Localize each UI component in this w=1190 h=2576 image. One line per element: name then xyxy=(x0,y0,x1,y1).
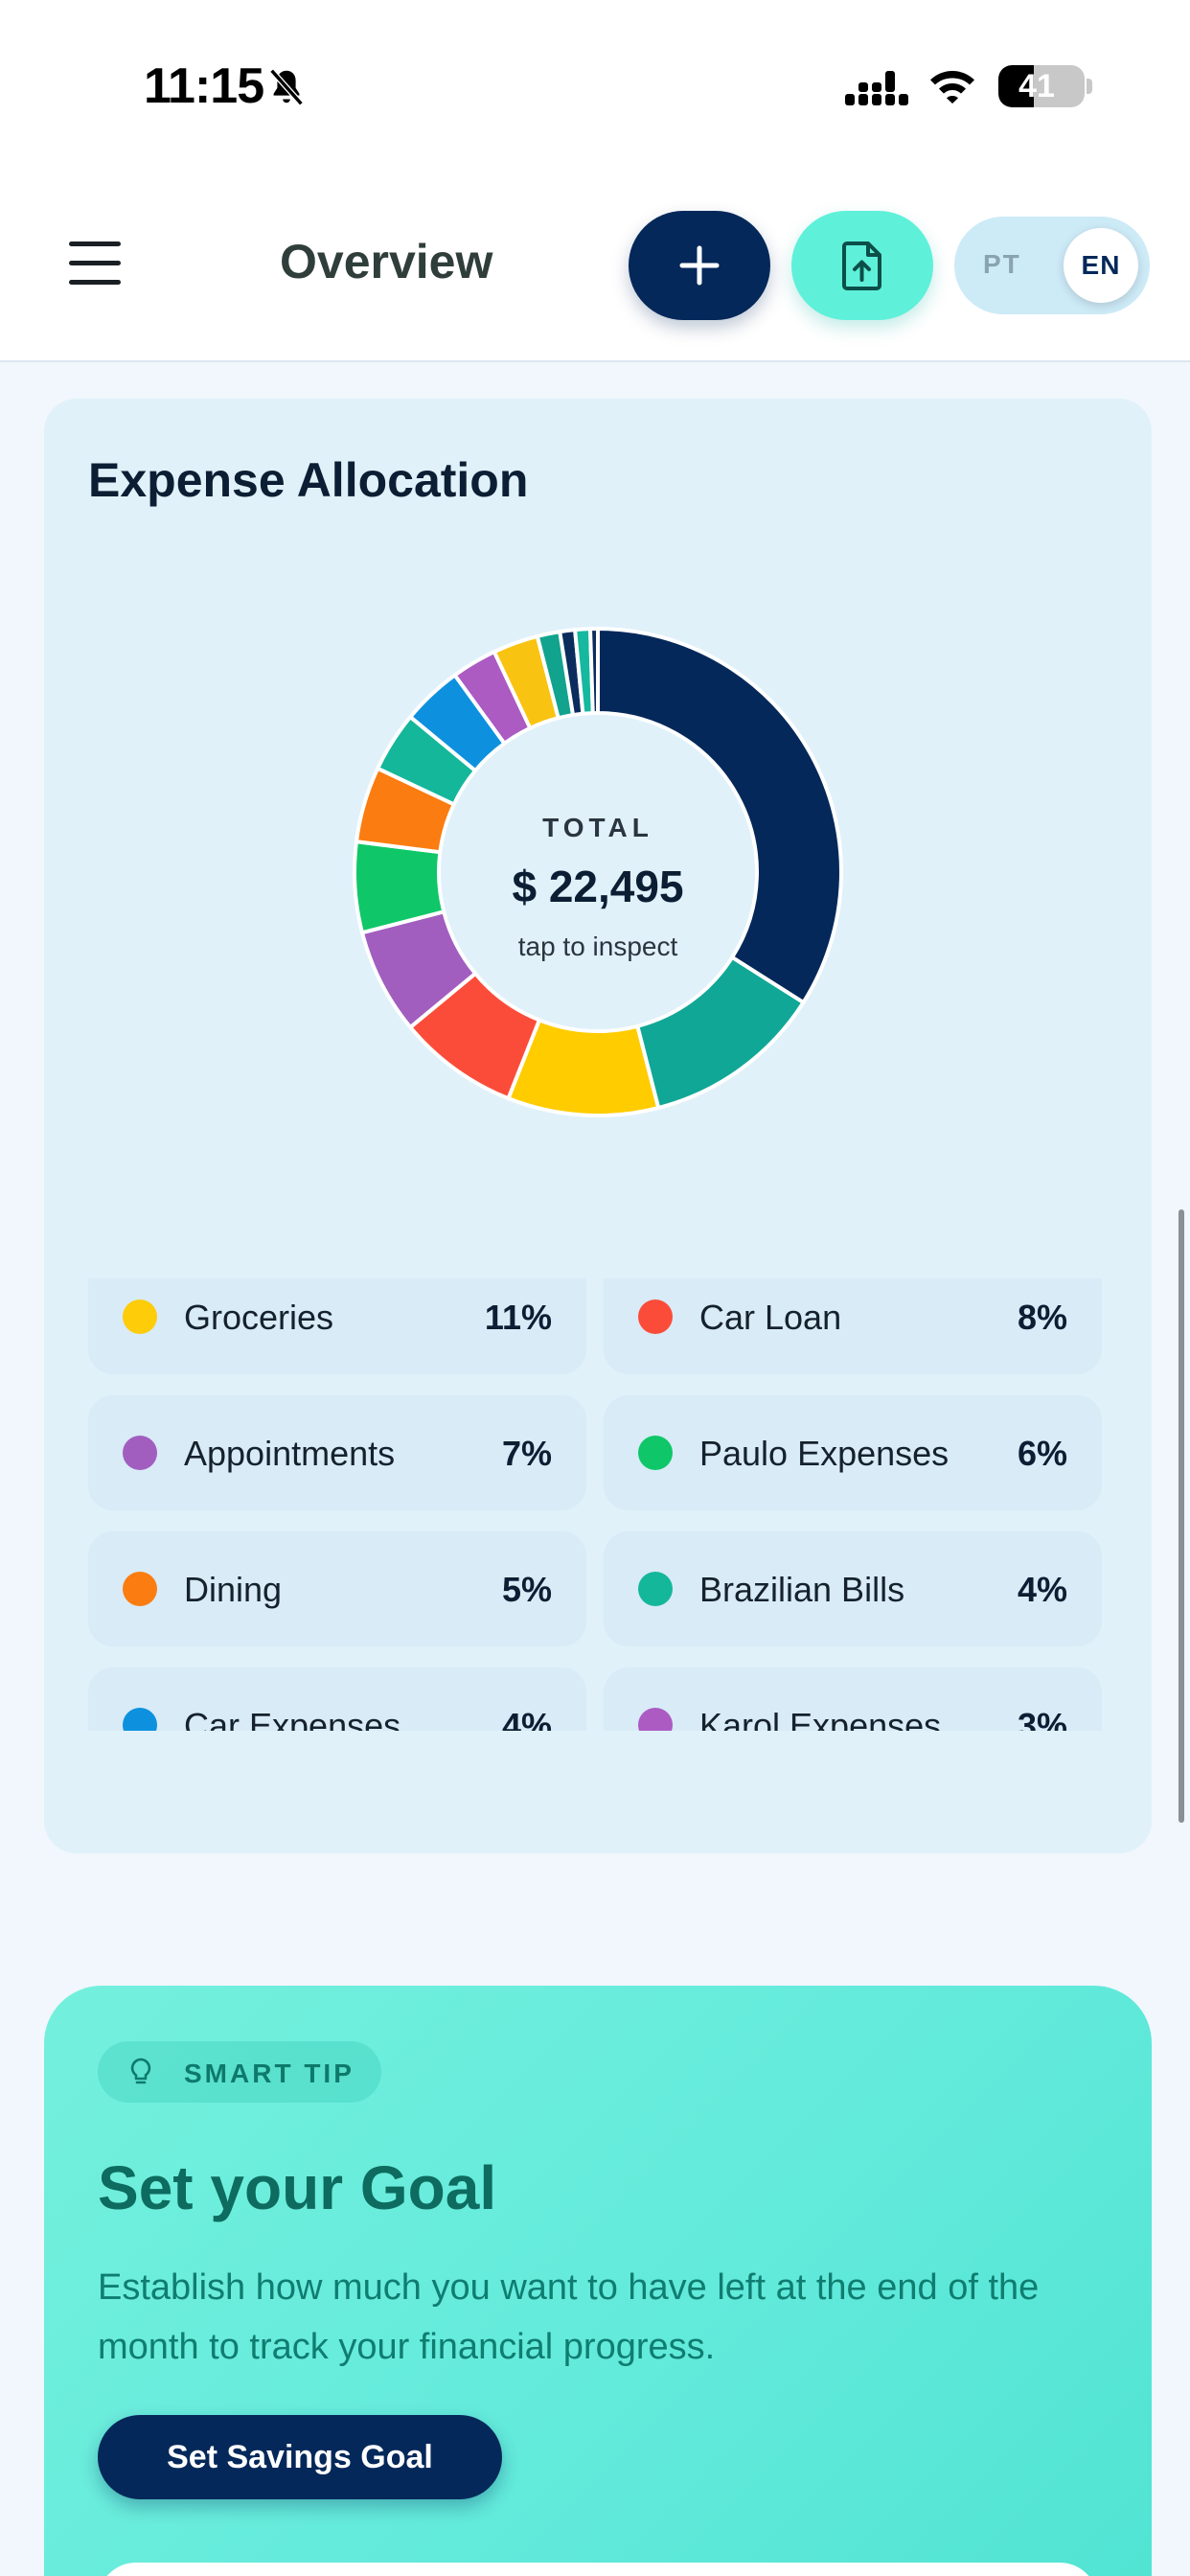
legend-dot xyxy=(638,1572,673,1606)
legend-label: Brazilian Bills xyxy=(699,1570,905,1609)
lang-option-en[interactable]: EN xyxy=(1064,228,1138,303)
page-title: Overview xyxy=(280,235,493,288)
set-savings-goal-button[interactable]: Set Savings Goal xyxy=(98,2415,502,2499)
legend-dot xyxy=(638,1436,673,1470)
battery-indicator: 41 xyxy=(998,65,1085,107)
status-time: 11:15 xyxy=(144,58,264,114)
legend-dot xyxy=(123,1708,157,1731)
legend-dot xyxy=(123,1436,157,1470)
bell-slash-icon xyxy=(269,68,304,106)
card-title: Expense Allocation xyxy=(88,453,529,507)
next-card-peek xyxy=(98,2563,1098,2576)
lang-option-pt[interactable]: PT xyxy=(983,249,1021,279)
donut-hint: tap to inspect xyxy=(517,932,678,961)
scrollbar[interactable] xyxy=(1179,1209,1184,1823)
expense-allocation-card: Expense Allocation TOTAL $ 22,495 tap to… xyxy=(44,399,1152,1853)
legend-item[interactable]: Groceries 11% xyxy=(88,1278,586,1374)
legend-percent: 11% xyxy=(484,1298,552,1337)
legend-percent: 5% xyxy=(501,1570,552,1609)
legend-item[interactable]: Paulo Expenses 6% xyxy=(604,1395,1102,1510)
expense-legend: Groceries 11% Car Loan 8% Appointments 7… xyxy=(44,1278,1152,1731)
legend-percent: 6% xyxy=(1017,1434,1067,1473)
plus-icon xyxy=(679,245,720,286)
legend-percent: 8% xyxy=(1017,1298,1067,1337)
legend-item[interactable]: Karol Expenses 3% xyxy=(604,1668,1102,1731)
donut-total-value: $ 22,495 xyxy=(512,862,684,911)
legend-percent: 4% xyxy=(1017,1570,1067,1609)
smart-tip-card: SMART TIP Set your Goal Establish how mu… xyxy=(44,1986,1152,2576)
legend-dot xyxy=(123,1572,157,1606)
legend-label: Paulo Expenses xyxy=(699,1434,950,1473)
donut-slice[interactable] xyxy=(588,627,600,716)
legend-percent: 7% xyxy=(501,1434,552,1473)
language-toggle[interactable]: PT EN xyxy=(954,217,1150,314)
legend-label: Car Loan xyxy=(699,1298,842,1337)
legend-label: Appointments xyxy=(184,1434,396,1473)
donut-slice[interactable] xyxy=(596,627,843,1005)
legend-label: Karol Expenses xyxy=(699,1706,942,1731)
legend-dot xyxy=(638,1708,673,1731)
donut-center[interactable] xyxy=(441,715,755,1029)
app-header: Overview PT EN xyxy=(0,172,1190,362)
legend-percent: 4% xyxy=(501,1706,552,1731)
donut-total-label: TOTAL xyxy=(542,813,653,842)
legend-dot xyxy=(638,1300,673,1334)
smart-tip-label: SMART TIP xyxy=(184,2058,355,2088)
legend-item[interactable]: Car Loan 8% xyxy=(604,1278,1102,1374)
battery-tip xyxy=(1087,79,1092,94)
smart-tip-badge: SMART TIP xyxy=(98,2041,381,2103)
import-file-button[interactable] xyxy=(791,211,933,320)
legend-item[interactable]: Car Expenses 4% xyxy=(88,1668,586,1731)
lightbulb-icon xyxy=(130,2058,151,2084)
signal-icon xyxy=(845,71,908,105)
menu-icon[interactable] xyxy=(67,238,125,288)
legend-item[interactable]: Brazilian Bills 4% xyxy=(604,1531,1102,1646)
legend-label: Car Expenses xyxy=(184,1706,401,1731)
legend-percent: 3% xyxy=(1017,1706,1067,1731)
tip-body: Establish how much you want to have left… xyxy=(98,2267,1040,2367)
legend-label: Dining xyxy=(184,1570,283,1609)
battery-level: 41 xyxy=(1018,68,1055,104)
file-upload-icon xyxy=(842,242,881,290)
legend-label: Groceries xyxy=(184,1298,334,1337)
legend-dot xyxy=(123,1300,157,1334)
legend-item[interactable]: Dining 5% xyxy=(88,1531,586,1646)
status-bar: 11:15 41 xyxy=(0,0,1190,172)
legend-item[interactable]: Appointments 7% xyxy=(88,1395,586,1510)
battery-fill xyxy=(998,65,1034,107)
wifi-icon xyxy=(930,71,974,104)
tip-title: Set your Goal xyxy=(98,2153,497,2222)
add-transaction-button[interactable] xyxy=(629,211,770,320)
expense-donut-chart[interactable] xyxy=(349,623,847,1121)
